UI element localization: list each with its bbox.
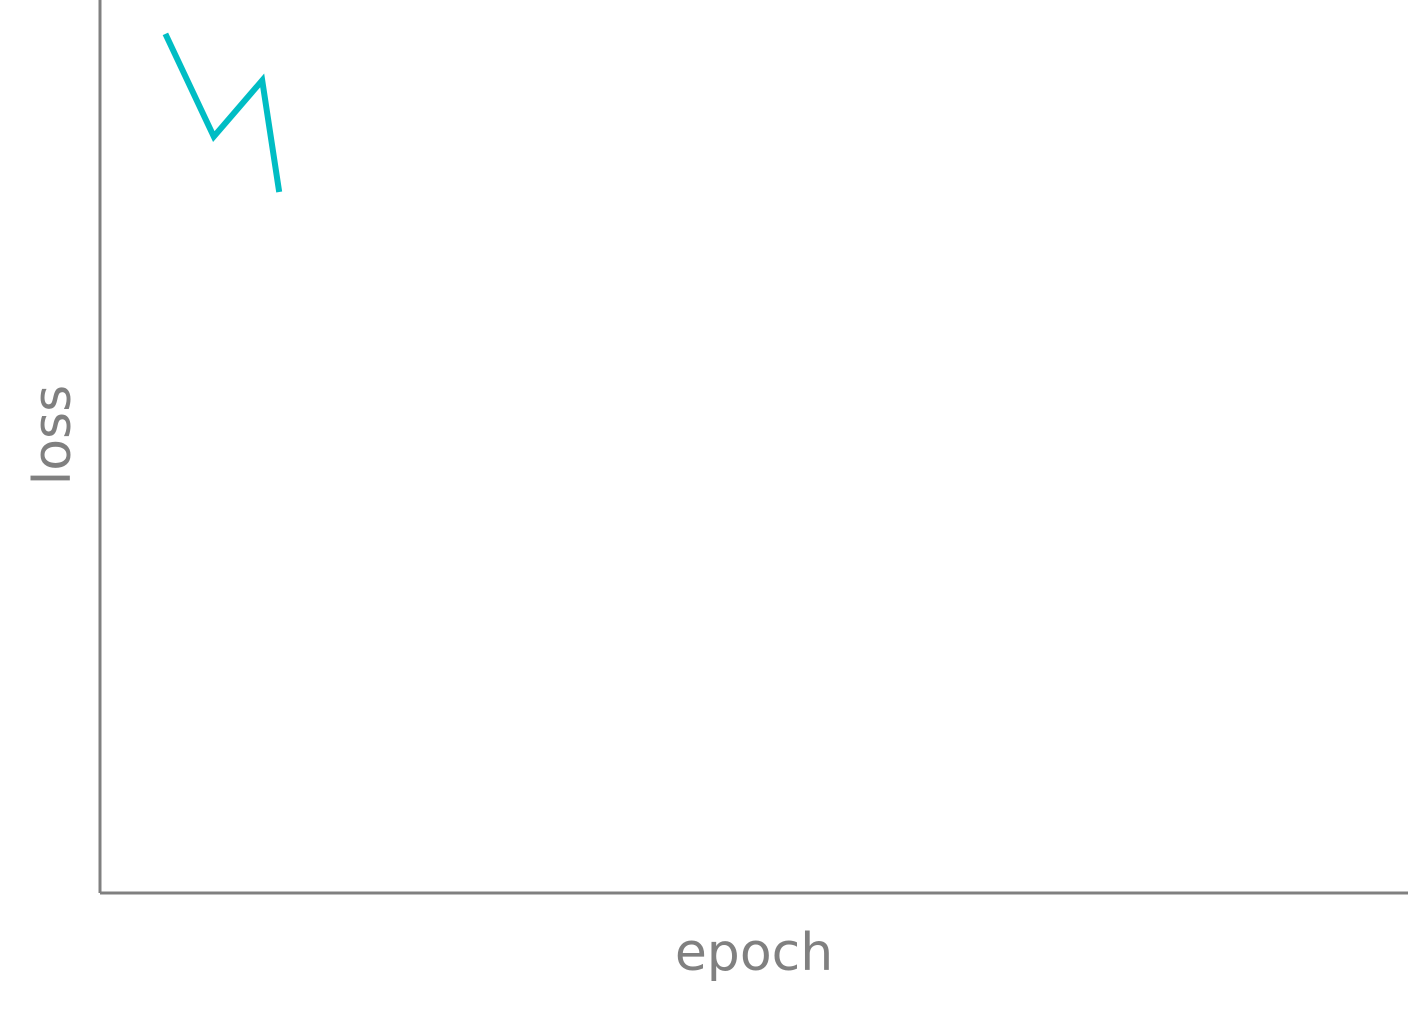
y-axis-label: loss — [23, 385, 83, 485]
series-line-1 — [162, 32, 283, 193]
x-axis-label: epoch — [675, 923, 833, 983]
series-layer — [162, 32, 283, 193]
